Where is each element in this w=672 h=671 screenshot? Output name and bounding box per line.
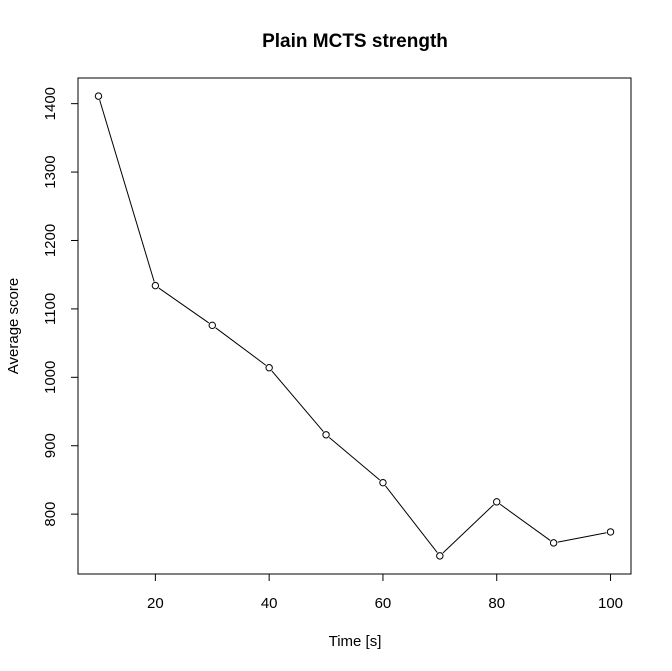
x-axis-label: Time [s]	[329, 633, 382, 650]
x-tick-label: 80	[488, 595, 505, 612]
series-line-segment	[442, 504, 495, 554]
y-axis-label: Average score	[5, 278, 22, 374]
data-point	[208, 321, 216, 330]
series-line-segment	[385, 485, 438, 553]
chart-title: Plain MCTS strength	[262, 31, 448, 52]
data-point	[493, 498, 501, 506]
data-point	[322, 431, 330, 439]
y-tick-label: 800	[42, 502, 59, 527]
y-tick-label: 1300	[42, 155, 59, 188]
y-tick-label: 1100	[42, 293, 59, 325]
series-line-segment	[99, 100, 155, 282]
data-point	[436, 552, 444, 560]
data-point	[265, 364, 273, 372]
plot-frame	[77, 77, 632, 575]
y-axis: 800 900 1000 1100 1200 1300 1400	[42, 87, 78, 527]
data-point	[379, 478, 387, 487]
x-tick-label: 100	[598, 595, 623, 612]
x-axis: 20 40 60 80 100	[147, 574, 623, 612]
series-line-segment	[215, 327, 267, 366]
y-tick-label: 1000	[42, 361, 59, 394]
series-line-segment	[271, 370, 324, 432]
x-tick-label: 60	[375, 595, 392, 612]
series-line-segment	[158, 287, 210, 324]
data-point	[549, 539, 558, 547]
y-tick-label: 1200	[42, 224, 59, 257]
series-line-segment	[499, 503, 551, 541]
data-point	[606, 528, 615, 536]
data-point	[151, 281, 160, 290]
y-tick-label: 1400	[42, 87, 59, 120]
x-tick-label: 40	[261, 595, 278, 612]
data-series	[94, 92, 615, 560]
series-line-segment	[328, 437, 381, 481]
x-tick-label: 20	[147, 595, 164, 612]
data-point	[94, 92, 103, 100]
y-tick-label: 900	[42, 433, 59, 458]
series-line-segment	[557, 532, 607, 543]
